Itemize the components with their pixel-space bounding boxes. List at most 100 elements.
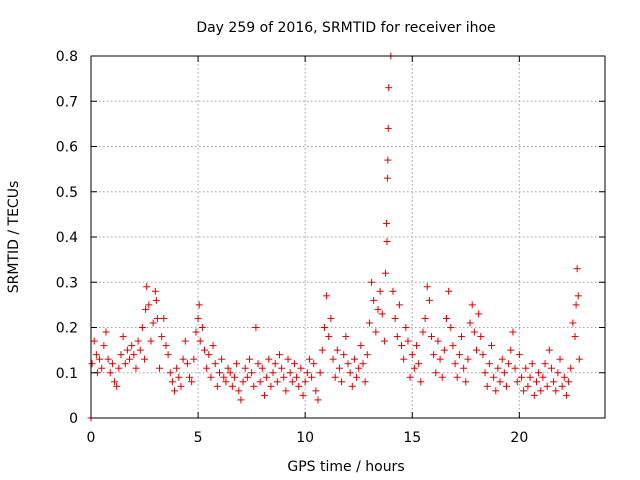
data-point bbox=[88, 360, 96, 368]
data-point bbox=[400, 355, 408, 363]
data-point bbox=[425, 296, 433, 304]
data-point bbox=[192, 328, 200, 336]
data-point bbox=[241, 364, 249, 372]
data-point bbox=[141, 355, 149, 363]
data-point bbox=[243, 373, 251, 381]
data-point bbox=[158, 333, 166, 341]
data-point bbox=[290, 360, 298, 368]
data-point bbox=[410, 364, 418, 372]
data-point bbox=[342, 333, 350, 341]
data-point bbox=[558, 382, 566, 390]
data-point bbox=[470, 328, 478, 336]
data-point bbox=[308, 373, 316, 381]
data-point bbox=[355, 364, 363, 372]
data-point bbox=[335, 364, 343, 372]
data-point bbox=[487, 342, 495, 350]
data-point bbox=[286, 369, 294, 377]
data-point bbox=[479, 351, 487, 359]
data-point bbox=[280, 373, 288, 381]
data-point bbox=[203, 364, 211, 372]
data-point bbox=[156, 364, 164, 372]
data-point bbox=[361, 378, 369, 386]
data-point bbox=[556, 355, 564, 363]
data-point bbox=[248, 369, 256, 377]
data-point bbox=[443, 314, 451, 322]
data-point bbox=[142, 305, 150, 313]
data-point bbox=[207, 373, 215, 381]
y-tick-label: 0.8 bbox=[56, 49, 78, 65]
data-point bbox=[136, 346, 144, 354]
data-point bbox=[363, 351, 371, 359]
data-point bbox=[138, 324, 146, 331]
data-point bbox=[301, 378, 309, 386]
data-point bbox=[164, 351, 172, 359]
data-point bbox=[449, 342, 457, 350]
data-point bbox=[123, 346, 131, 354]
data-point bbox=[419, 328, 427, 336]
data-point bbox=[271, 360, 279, 368]
y-tick-label: 0.2 bbox=[56, 321, 78, 337]
data-point bbox=[438, 373, 446, 381]
data-point bbox=[267, 382, 275, 390]
data-point bbox=[344, 360, 352, 368]
data-point bbox=[541, 360, 549, 368]
data-point bbox=[134, 337, 142, 345]
data-point bbox=[490, 373, 498, 381]
data-point bbox=[535, 369, 543, 377]
data-point bbox=[329, 355, 337, 363]
data-point bbox=[211, 360, 219, 368]
data-point bbox=[121, 360, 129, 368]
data-point bbox=[462, 378, 470, 386]
data-point bbox=[233, 360, 241, 368]
data-point bbox=[293, 373, 301, 381]
data-point bbox=[502, 382, 510, 390]
data-point bbox=[252, 324, 260, 331]
data-point bbox=[179, 355, 187, 363]
data-point bbox=[145, 301, 153, 309]
data-point bbox=[160, 314, 168, 322]
data-point bbox=[96, 355, 104, 363]
data-point bbox=[177, 382, 185, 390]
data-point bbox=[194, 314, 202, 322]
data-point bbox=[569, 319, 577, 327]
data-point bbox=[90, 337, 98, 345]
data-point bbox=[316, 369, 324, 377]
data-point bbox=[380, 337, 388, 345]
data-point bbox=[543, 382, 551, 390]
data-point bbox=[226, 369, 234, 377]
data-point bbox=[383, 219, 391, 227]
data-point bbox=[143, 283, 151, 291]
data-point bbox=[353, 373, 361, 381]
data-point bbox=[413, 342, 421, 350]
data-point bbox=[395, 301, 403, 309]
data-point bbox=[254, 360, 262, 368]
data-point bbox=[517, 373, 525, 381]
data-point bbox=[509, 328, 517, 336]
data-point bbox=[209, 342, 217, 350]
data-point bbox=[188, 378, 196, 386]
data-point bbox=[224, 364, 232, 372]
data-point bbox=[451, 360, 459, 368]
data-point bbox=[237, 396, 245, 404]
data-point bbox=[475, 310, 483, 318]
data-point bbox=[477, 333, 485, 341]
data-point bbox=[108, 360, 116, 368]
data-point bbox=[119, 333, 127, 341]
data-point bbox=[239, 378, 247, 386]
data-point bbox=[376, 287, 384, 295]
data-point bbox=[250, 382, 258, 390]
data-point bbox=[258, 364, 266, 372]
data-point bbox=[384, 156, 392, 164]
data-point bbox=[385, 84, 393, 92]
data-point bbox=[554, 369, 562, 377]
data-point bbox=[408, 351, 416, 359]
data-point bbox=[173, 364, 181, 372]
data-point bbox=[216, 369, 223, 377]
data-point bbox=[213, 382, 221, 390]
y-tick-label: 0.4 bbox=[56, 230, 78, 246]
data-point bbox=[222, 378, 230, 386]
data-point bbox=[111, 378, 119, 386]
data-point bbox=[265, 355, 273, 363]
